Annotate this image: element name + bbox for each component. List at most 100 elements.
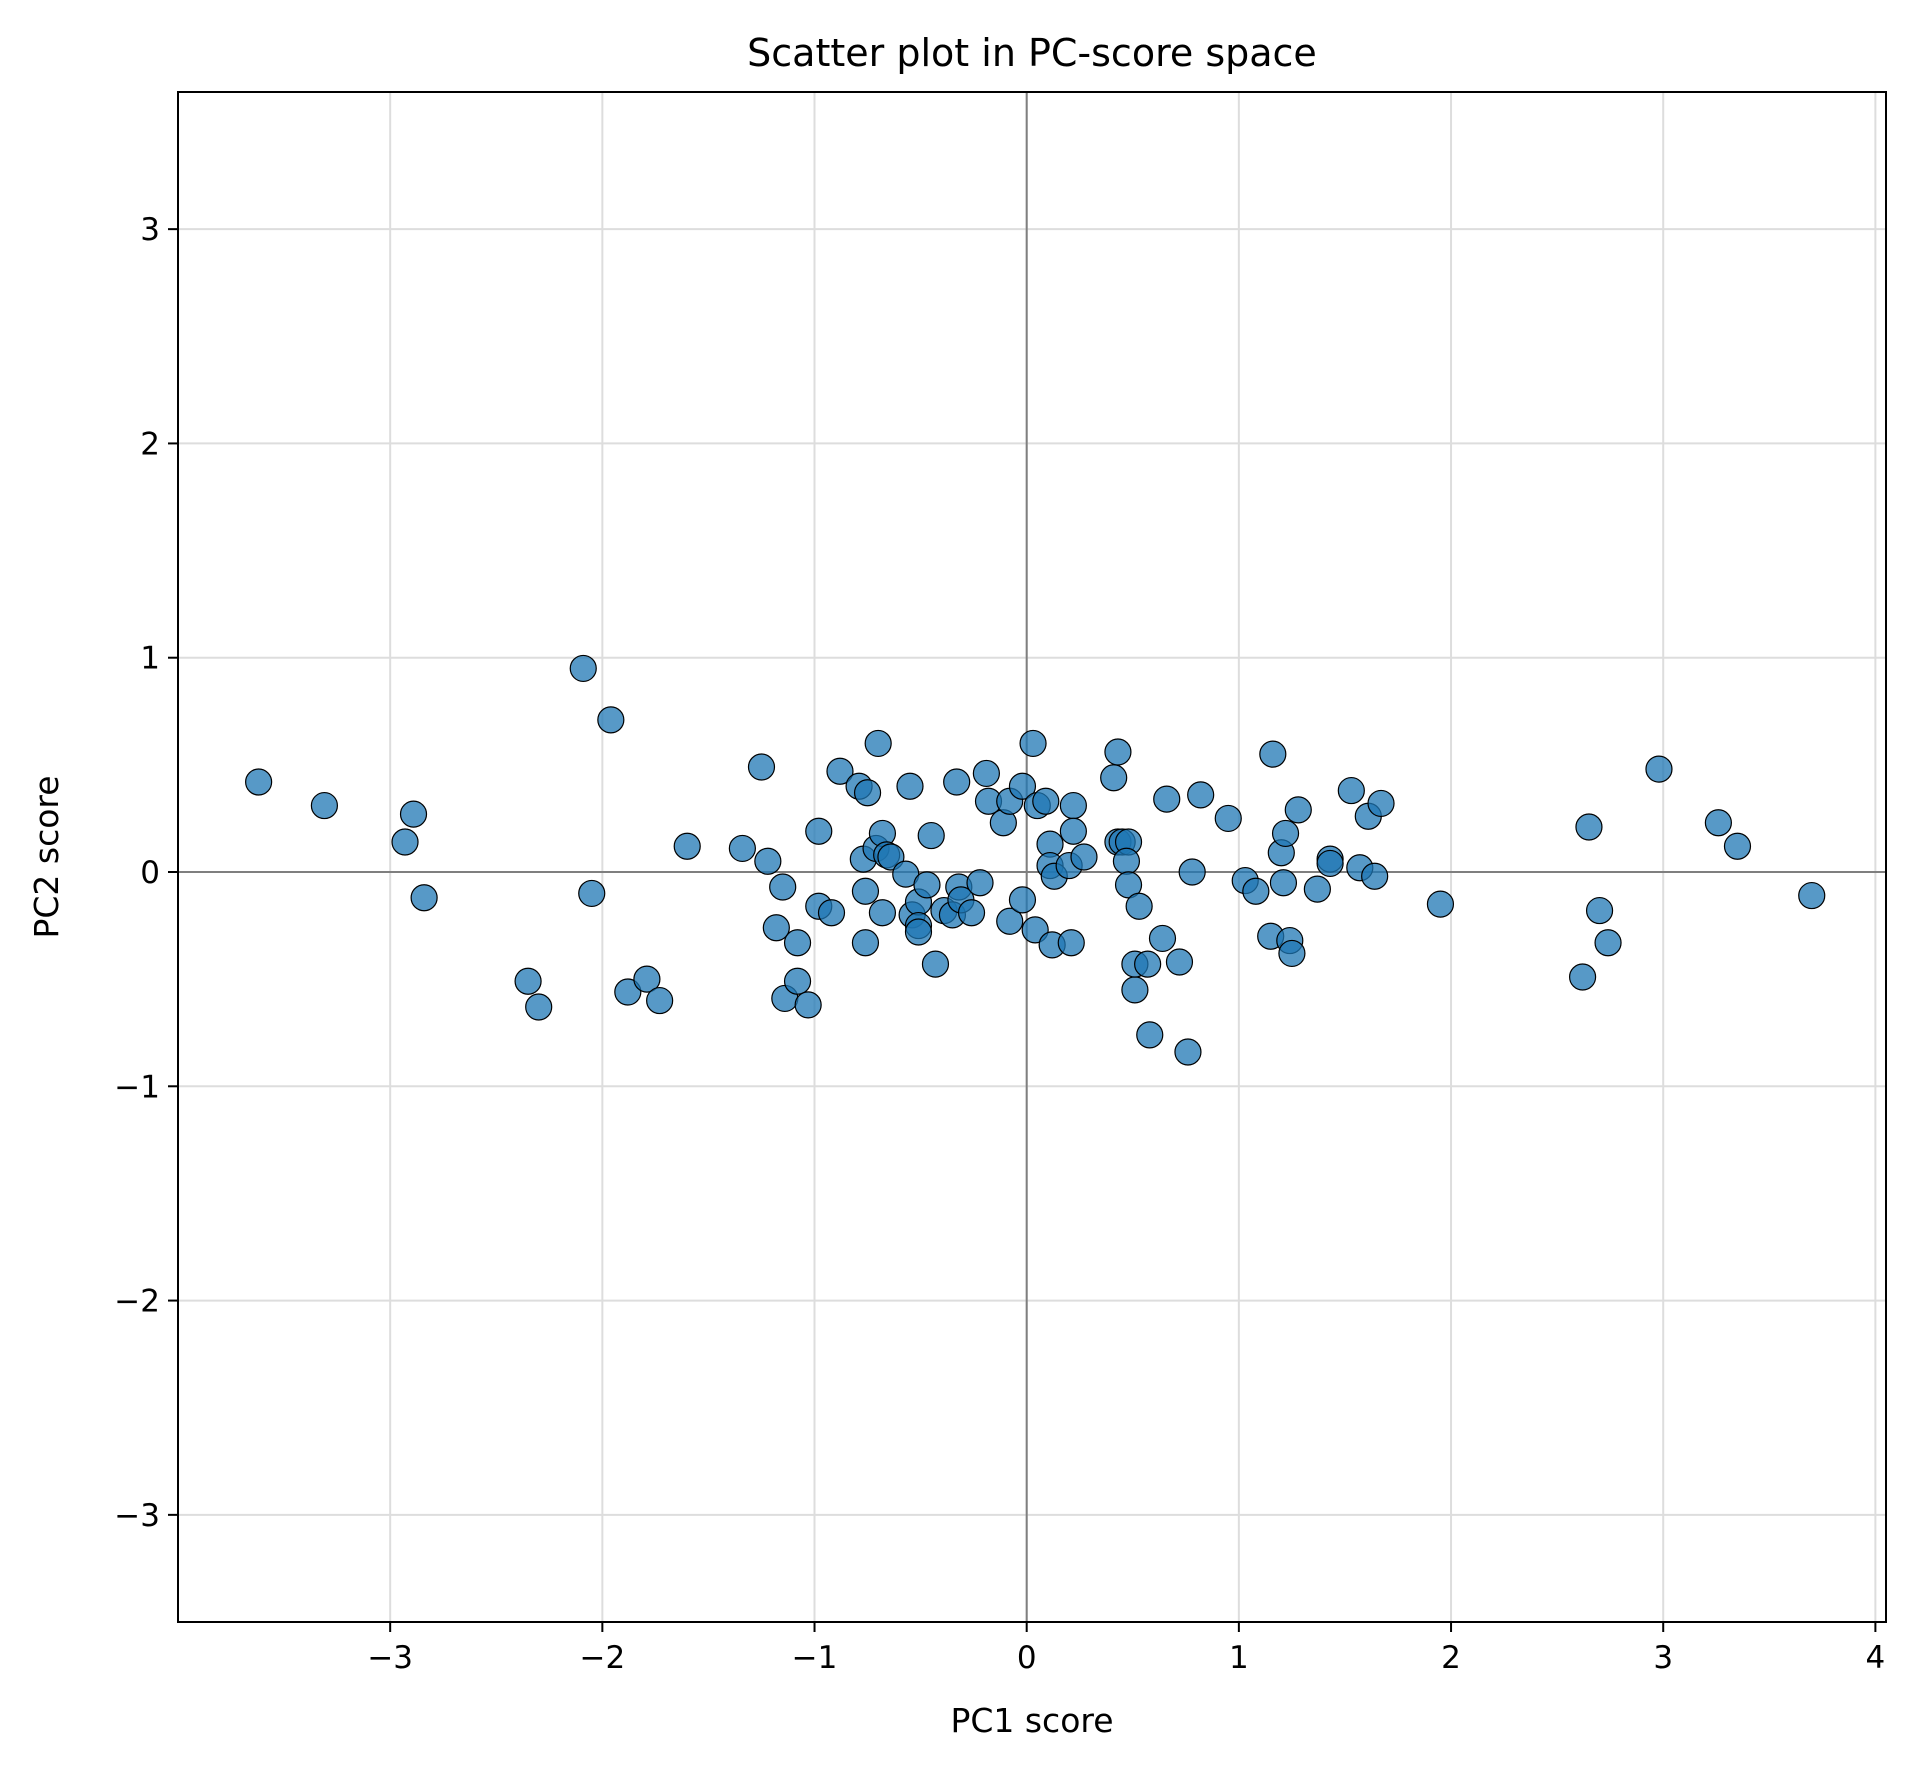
scatter-point	[1367, 789, 1395, 818]
scatter-point	[957, 899, 986, 927]
scatter-point	[673, 832, 701, 860]
x-tick-label: 4	[1866, 1640, 1886, 1676]
x-tick-label: 0	[1017, 1640, 1037, 1676]
scatter-point	[1121, 976, 1149, 1004]
scatter-point	[728, 834, 756, 863]
scatter-point	[868, 899, 897, 927]
scatter-point	[1269, 869, 1298, 897]
scatter-point	[578, 879, 606, 908]
scatter-point	[1585, 896, 1614, 925]
scatter-point	[1575, 813, 1603, 841]
scatter-point	[1316, 849, 1344, 878]
scatter-point	[754, 847, 782, 875]
scatter-point	[996, 907, 1024, 935]
scatter-point	[525, 993, 553, 1021]
y-tick-label: −1	[114, 1069, 160, 1105]
scatter-point	[913, 871, 941, 899]
scatter-point	[391, 828, 419, 856]
scatter-point	[921, 950, 950, 978]
y-tick-label: 0	[140, 855, 160, 891]
scatter-point	[896, 772, 924, 800]
scatter-point	[410, 884, 438, 912]
scatter-point	[904, 918, 933, 946]
x-tick-label: 2	[1441, 1640, 1461, 1676]
scatter-point	[1008, 772, 1037, 800]
scatter-point	[769, 873, 797, 901]
x-tick-label: −1	[792, 1640, 838, 1676]
scatter-point	[1153, 785, 1181, 813]
scatter-point	[1242, 877, 1270, 905]
scatter-point	[1284, 796, 1312, 824]
scatter-point	[1178, 858, 1206, 886]
scatter-point	[805, 817, 833, 845]
scatter-point	[1112, 847, 1141, 875]
scatter-point	[310, 791, 338, 820]
scatter-point	[1426, 890, 1455, 918]
scatter-point	[1125, 892, 1153, 920]
scatter-point	[1361, 862, 1389, 890]
scatter-point	[1187, 781, 1215, 809]
scatter-point	[851, 929, 880, 957]
scatter-point	[569, 654, 597, 683]
scatter-point	[1019, 729, 1047, 758]
plot-frame	[177, 91, 1887, 1623]
scatter-point	[826, 757, 854, 785]
y-tick-label: 1	[140, 641, 160, 677]
scatter-point	[917, 821, 945, 850]
scatter-point	[1057, 929, 1085, 957]
scatter-point	[1134, 950, 1162, 978]
scatter-point	[762, 914, 790, 942]
y-tick-label: 2	[140, 426, 160, 462]
scatter-point	[1059, 791, 1087, 820]
scatter-point	[1568, 963, 1597, 991]
y-tick-label: 3	[140, 212, 160, 248]
scatter-point	[966, 869, 994, 897]
scatter-point	[1704, 809, 1732, 837]
scatter-point	[633, 965, 661, 993]
scatter-point	[245, 768, 273, 796]
scatter-point	[399, 800, 428, 828]
scatter-point	[1337, 776, 1365, 805]
x-ticks: −3 −2 −1 0 1 2 3 4	[367, 1622, 1885, 1676]
y-tick-label: −2	[114, 1284, 160, 1320]
x-tick-label: 3	[1653, 1640, 1673, 1676]
scatter-point	[817, 899, 846, 927]
x-tick-label: −3	[367, 1640, 413, 1676]
scatter-point	[1008, 886, 1037, 914]
scatter-point	[747, 753, 776, 781]
grid	[178, 92, 1886, 1622]
x-tick-label: −2	[579, 1640, 625, 1676]
scatter-point	[783, 929, 812, 957]
scatter-point	[514, 967, 542, 995]
scatter-point	[783, 967, 812, 995]
zero-lines	[178, 92, 1886, 1622]
scatter-point	[646, 986, 674, 1015]
scatter-point	[1594, 929, 1622, 957]
scatter-point	[1136, 1021, 1164, 1049]
y-tick-label: −3	[114, 1498, 160, 1534]
scatter-point	[1645, 755, 1673, 783]
scatter-point	[851, 877, 880, 905]
scatter-point	[1271, 819, 1300, 848]
scatter-point	[1059, 817, 1087, 845]
y-axis-label: PC2 score	[27, 775, 66, 938]
scatter-point	[972, 759, 1000, 788]
scatter-point	[1214, 804, 1242, 833]
scatter-point	[1070, 843, 1098, 871]
scatter-point	[1032, 787, 1060, 815]
scatter-point	[1303, 875, 1331, 903]
scatter-point	[864, 729, 892, 758]
x-axis-label: PC1 score	[950, 1701, 1113, 1740]
x-tick-label: 1	[1229, 1640, 1249, 1676]
y-ticks: −3 −2 −1 0 1 2 3	[114, 212, 178, 1534]
scatter-point	[1723, 832, 1752, 860]
scatter-point	[1100, 764, 1128, 792]
scatter-point	[1798, 881, 1826, 910]
scatter-point	[1278, 939, 1306, 968]
scatter-point	[1259, 740, 1287, 768]
scatter-point	[597, 706, 625, 734]
scatter-point	[1104, 738, 1132, 766]
scatter-point	[614, 978, 642, 1006]
scatter-point	[943, 768, 971, 796]
